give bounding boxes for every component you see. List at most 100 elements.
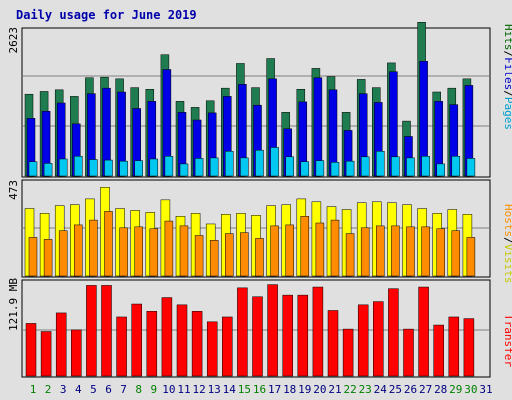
hosts-bar [315, 222, 325, 277]
transfer-bar [433, 324, 444, 377]
pages-bar [376, 151, 385, 177]
hosts-bar [149, 228, 159, 277]
day-axis: 1 2 3 4 5 6 7 8 9 10 11 12 13 14 15 16 17 18 19 20 21 22 23 24 2… [30, 383, 493, 396]
transfer-bar [71, 329, 82, 377]
pages-bar [466, 158, 476, 177]
hosts-bar [58, 230, 68, 277]
hosts-bar [179, 225, 189, 277]
transfer-bar [342, 328, 354, 377]
day-tick-label: 10 [162, 383, 175, 396]
pages-bar [209, 157, 219, 177]
transfer-bar [191, 311, 203, 377]
transfer-bar [101, 285, 112, 377]
pages-bar [285, 156, 294, 177]
day-tick-label: 23 [359, 383, 372, 396]
pages-bar [89, 159, 98, 177]
day-tick-label: 25 [389, 383, 402, 396]
hosts-bar [255, 238, 264, 277]
transfer-bar [463, 318, 475, 377]
transfer-bar [161, 297, 173, 377]
kbytes-panel-frame [21, 279, 491, 378]
day-tick-label: 16 [253, 383, 266, 396]
day-tick-label: 13 [208, 383, 221, 396]
day-tick-label: 1 [30, 383, 37, 396]
hosts-bar [451, 230, 461, 277]
pages-bar [194, 158, 204, 177]
pages-bar [164, 155, 174, 177]
pages-bar [360, 156, 370, 177]
legend-entry: Hosts [502, 204, 512, 237]
pages-bar [436, 163, 445, 177]
day-tick-label: 3 [60, 383, 67, 396]
transfer-bar [267, 284, 278, 377]
transfer-bar [418, 286, 429, 377]
transfer-bar [237, 287, 248, 377]
transfer-bar [25, 323, 37, 377]
legend-entry: Transfer [502, 314, 512, 367]
hosts-bar [376, 225, 385, 277]
legend-entry: Pages [502, 97, 512, 130]
chart-title: Daily usage for June 2019 [16, 8, 197, 22]
day-tick-label: 21 [328, 383, 341, 396]
transfer-bar [373, 301, 384, 377]
day-tick-label: 11 [177, 383, 190, 396]
transfer-bar [448, 316, 460, 377]
legend-entry: / [502, 237, 512, 244]
pages-bar [315, 160, 325, 177]
hosts-bar [89, 219, 98, 277]
hosts-bar [104, 211, 113, 277]
pages-bar [74, 155, 83, 177]
hosts-bar [270, 225, 279, 277]
day-tick-label: 30 [464, 383, 477, 396]
day-tick-label: 17 [268, 383, 281, 396]
pages-bar [255, 149, 264, 177]
transfer-bar [252, 296, 263, 377]
pages-bar [451, 155, 461, 177]
pages-bar [179, 163, 189, 177]
hosts-visits-legend: Hosts/Visits [502, 204, 512, 284]
legend-entry: Visits [502, 244, 512, 284]
pages-bar [225, 151, 234, 177]
hosts-bar [225, 233, 234, 277]
day-tick-label: 22 [343, 383, 356, 396]
visits-scale-label: 473 [7, 180, 20, 200]
day-tick-label: 26 [404, 383, 417, 396]
hosts-bar [285, 224, 294, 277]
pages-bar [134, 160, 143, 177]
hits-files-pages-legend: Hits/Files/Pages [502, 24, 512, 130]
hits-panel-frame [21, 27, 491, 178]
day-tick-label: 7 [120, 383, 127, 396]
day-tick-label: 24 [374, 383, 388, 396]
day-tick-label: 27 [419, 383, 432, 396]
transfer-bar [388, 288, 399, 377]
transfer-bar [312, 286, 324, 377]
transfer-bar [86, 285, 97, 377]
pages-bar [58, 158, 68, 177]
hits-scale-label: 2623 [7, 27, 20, 54]
pages-bar [391, 156, 400, 177]
day-tick-label: 9 [150, 383, 157, 396]
hosts-bar [406, 226, 415, 277]
visits-panel-frame [21, 179, 491, 278]
hosts-bar [28, 237, 38, 277]
transfer-bar [403, 328, 414, 377]
transfer-bar [40, 331, 52, 377]
transfer-bar [55, 312, 67, 377]
pages-bar [240, 157, 249, 177]
legend-entry: Files [502, 57, 512, 90]
hosts-bar [466, 237, 476, 277]
day-tick-label: 19 [298, 383, 311, 396]
day-tick-label: 2 [45, 383, 52, 396]
transfer-bar [131, 303, 142, 377]
day-tick-label: 15 [238, 383, 251, 396]
hosts-bar [345, 233, 355, 277]
hosts-bar [330, 219, 340, 277]
kbytes-scale-label: 121.9 MB [7, 278, 20, 331]
day-tick-label: 31 [479, 383, 492, 396]
hosts-bar [119, 227, 128, 277]
pages-bar [345, 160, 355, 177]
hosts-bar [194, 235, 204, 277]
transfer-bar [297, 294, 309, 377]
transfer-legend: Transfer [502, 314, 512, 367]
